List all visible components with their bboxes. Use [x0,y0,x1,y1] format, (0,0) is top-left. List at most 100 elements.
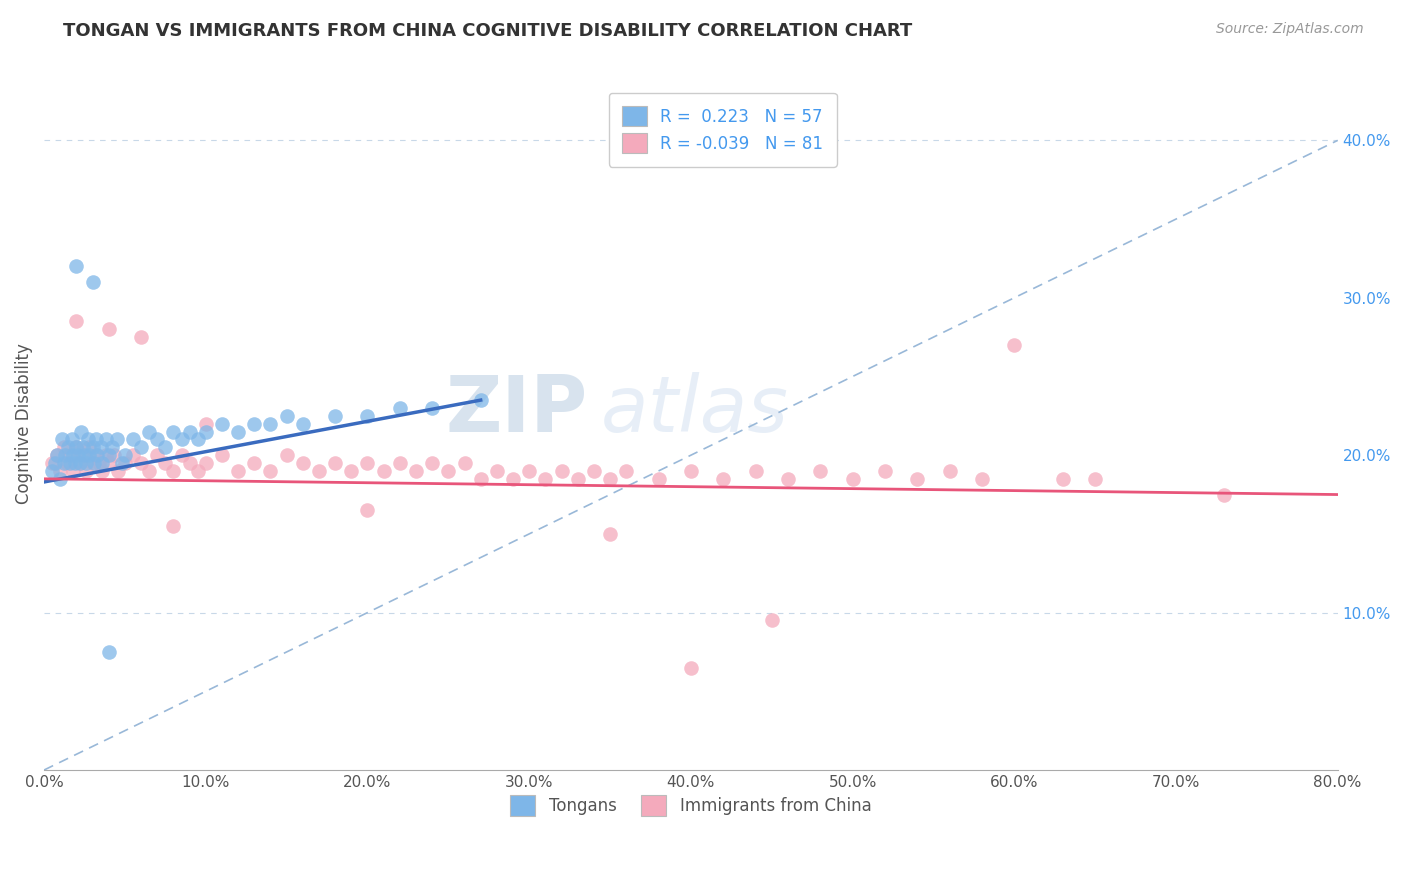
Point [129,456,152,470]
Point [194,425,217,439]
Point [111,456,134,470]
Point [711,472,734,486]
Point [114,448,136,462]
Point [60,433,83,447]
Point [79,448,101,462]
Point [194,456,217,470]
Point [211,417,233,431]
Point [243,456,266,470]
Point [155,440,177,454]
Point [356,456,378,470]
Point [470,472,492,486]
Point [179,456,201,470]
Point [59,448,82,462]
Point [582,464,605,478]
Point [72,448,94,462]
Point [1052,472,1074,486]
Point [614,464,637,478]
Point [170,448,193,462]
Point [73,448,96,462]
Point [162,464,184,478]
Point [76,433,98,447]
Point [453,456,475,470]
Point [211,448,233,462]
Point [46,448,69,462]
Point [567,472,589,486]
Point [373,464,395,478]
Point [808,464,831,478]
Point [97,448,120,462]
Point [49,464,72,478]
Point [276,448,298,462]
Point [323,456,346,470]
Point [388,456,411,470]
Point [243,417,266,431]
Point [84,433,107,447]
Point [63,456,86,470]
Point [91,456,114,470]
Point [83,456,105,470]
Point [87,456,110,470]
Point [52,440,75,454]
Point [259,464,281,478]
Point [69,456,91,470]
Legend: Tongans, Immigrants from China: Tongans, Immigrants from China [502,787,880,824]
Point [46,448,69,462]
Point [53,448,76,462]
Point [761,614,783,628]
Point [59,456,82,470]
Point [841,472,863,486]
Point [259,417,281,431]
Point [65,260,87,274]
Point [75,456,97,470]
Point [437,464,460,478]
Point [647,472,669,486]
Point [82,456,104,470]
Point [534,472,557,486]
Point [187,464,209,478]
Point [679,661,702,675]
Point [470,393,492,408]
Point [105,433,128,447]
Point [405,464,427,478]
Point [97,322,120,336]
Point [679,464,702,478]
Point [420,456,443,470]
Point [41,464,63,478]
Point [62,464,84,478]
Point [599,527,621,541]
Point [41,456,63,470]
Point [276,409,298,423]
Point [485,464,508,478]
Point [420,401,443,415]
Text: TONGAN VS IMMIGRANTS FROM CHINA COGNITIVE DISABILITY CORRELATION CHART: TONGAN VS IMMIGRANTS FROM CHINA COGNITIV… [63,22,912,40]
Point [70,425,93,439]
Point [49,472,72,486]
Point [356,503,378,517]
Text: ZIP: ZIP [446,372,588,448]
Point [72,440,94,454]
Point [194,417,217,431]
Point [107,464,129,478]
Point [114,456,136,470]
Point [82,275,104,289]
Point [550,464,572,478]
Point [970,472,993,486]
Point [65,440,87,454]
Point [138,425,160,439]
Point [138,464,160,478]
Point [101,440,124,454]
Point [51,433,73,447]
Point [162,425,184,439]
Point [65,440,87,454]
Point [873,464,896,478]
Point [155,456,177,470]
Point [226,464,249,478]
Point [91,464,114,478]
Point [1084,472,1107,486]
Point [187,433,209,447]
Point [94,448,117,462]
Point [905,472,928,486]
Point [82,440,104,454]
Point [356,409,378,423]
